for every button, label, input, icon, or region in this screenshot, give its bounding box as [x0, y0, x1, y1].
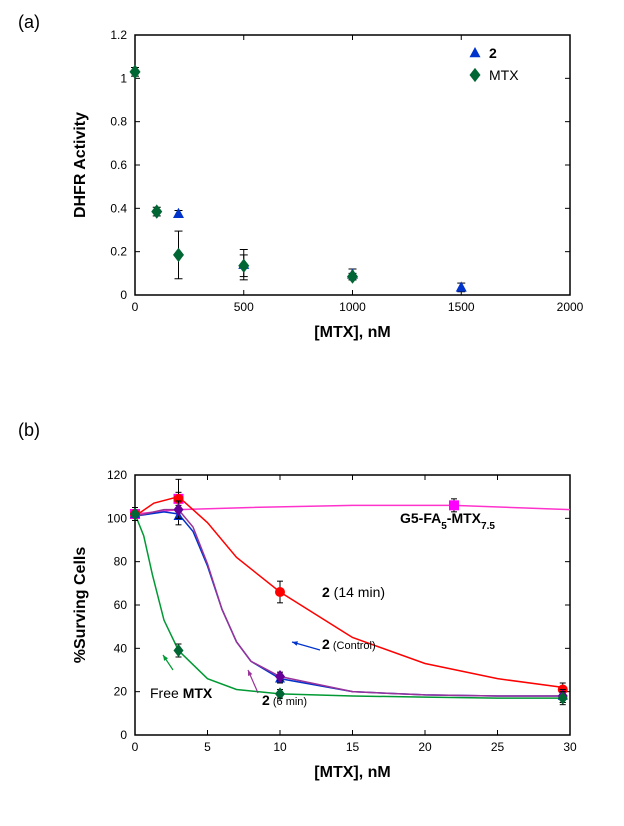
svg-text:1: 1	[120, 71, 127, 85]
panel-a-label: (a)	[18, 12, 40, 33]
svg-text:2: 2	[489, 45, 497, 61]
svg-text:60: 60	[114, 598, 128, 612]
svg-text:0: 0	[120, 288, 127, 302]
svg-text:80: 80	[114, 555, 128, 569]
chart-b-svg: 0 20 40 60 80 100 120 0 5 10 15 20 25 30 [MTX], nM %Sur…	[60, 460, 590, 800]
svg-text:DHFR Activity: DHFR Activity	[72, 112, 89, 218]
chart-a-svg: 0 0.2 0.4 0.6 0.8 1 1.2 0 500 1000 1500 2000 [MTX], …	[60, 20, 590, 360]
panel-b-label: (b)	[18, 420, 40, 441]
svg-text:40: 40	[114, 641, 128, 655]
svg-text:[MTX], nM: [MTX], nM	[314, 764, 390, 781]
svg-text:15: 15	[346, 740, 360, 754]
svg-text:MTX: MTX	[489, 67, 519, 83]
svg-text:0.6: 0.6	[110, 158, 127, 172]
svg-text:[MTX], nM: [MTX], nM	[314, 324, 390, 341]
chart-a: 0 0.2 0.4 0.6 0.8 1 1.2 0 500 1000 1500 2000 [MTX], …	[60, 20, 590, 360]
svg-text:1000: 1000	[339, 300, 366, 314]
svg-text:%Surving Cells: %Surving Cells	[72, 547, 89, 664]
svg-text:20: 20	[114, 685, 128, 699]
svg-text:0: 0	[132, 740, 139, 754]
svg-text:100: 100	[107, 511, 127, 525]
svg-text:2 (14 min): 2 (14 min)	[322, 584, 385, 600]
chart-b: 0 20 40 60 80 100 120 0 5 10 15 20 25 30 [MTX], nM %Sur…	[60, 460, 590, 800]
svg-text:1.2: 1.2	[110, 28, 127, 42]
svg-text:2000: 2000	[557, 300, 584, 314]
svg-text:0.4: 0.4	[110, 201, 127, 215]
svg-text:120: 120	[107, 468, 127, 482]
svg-text:1500: 1500	[448, 300, 475, 314]
svg-text:Free MTX: Free MTX	[150, 685, 213, 701]
svg-text:30: 30	[563, 740, 577, 754]
svg-text:0: 0	[132, 300, 139, 314]
svg-text:25: 25	[491, 740, 505, 754]
svg-text:500: 500	[234, 300, 254, 314]
svg-text:20: 20	[418, 740, 432, 754]
svg-text:0.8: 0.8	[110, 115, 127, 129]
svg-text:5: 5	[204, 740, 211, 754]
svg-text:0.2: 0.2	[110, 245, 127, 259]
svg-text:10: 10	[273, 740, 287, 754]
svg-text:0: 0	[120, 728, 127, 742]
